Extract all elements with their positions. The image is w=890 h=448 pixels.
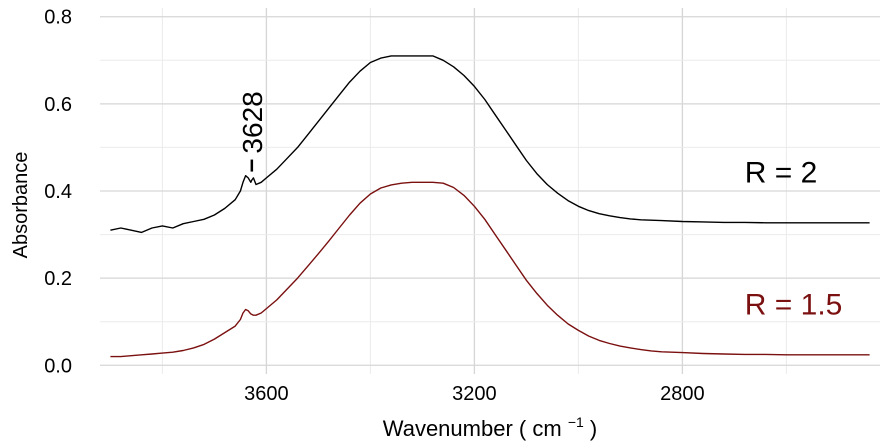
y-tick-label: 0.8 — [44, 7, 72, 29]
y-axis-label: Absorbance — [10, 152, 32, 259]
annotation-label: 3628 — [237, 91, 268, 153]
x-axis-label-unit: cm — [532, 416, 561, 441]
x-axis-label-unit-exp: −1 — [568, 414, 584, 430]
x-axis-label-paren-close: ) — [590, 416, 597, 441]
x-tick-label: 3200 — [452, 383, 497, 405]
series-line — [110, 181, 870, 358]
y-tick-label: 0.6 — [44, 94, 72, 116]
x-tick-label: 3600 — [244, 383, 289, 405]
x-axis-label: Wavenumber ( cm −1 ) — [383, 407, 597, 441]
label-layer: R = 2 R = 1.5 3628 — [237, 91, 843, 321]
y-tick-label: 0.0 — [44, 355, 72, 377]
series-layer — [110, 55, 870, 358]
series-label: R = 1.5 — [745, 288, 843, 321]
y-tick-label: 0.2 — [44, 268, 72, 290]
series-label: R = 2 — [745, 156, 818, 189]
grid — [100, 8, 880, 374]
tick-labels: 3600 3200 2800 0.0 0.2 0.4 0.6 0.8 — [44, 7, 704, 405]
x-axis-label-main: Wavenumber — [383, 416, 513, 441]
series-line — [110, 55, 870, 234]
x-axis-label-paren-open: ( — [519, 416, 527, 441]
x-tick-label: 2800 — [660, 383, 705, 405]
y-tick-label: 0.4 — [44, 181, 72, 203]
